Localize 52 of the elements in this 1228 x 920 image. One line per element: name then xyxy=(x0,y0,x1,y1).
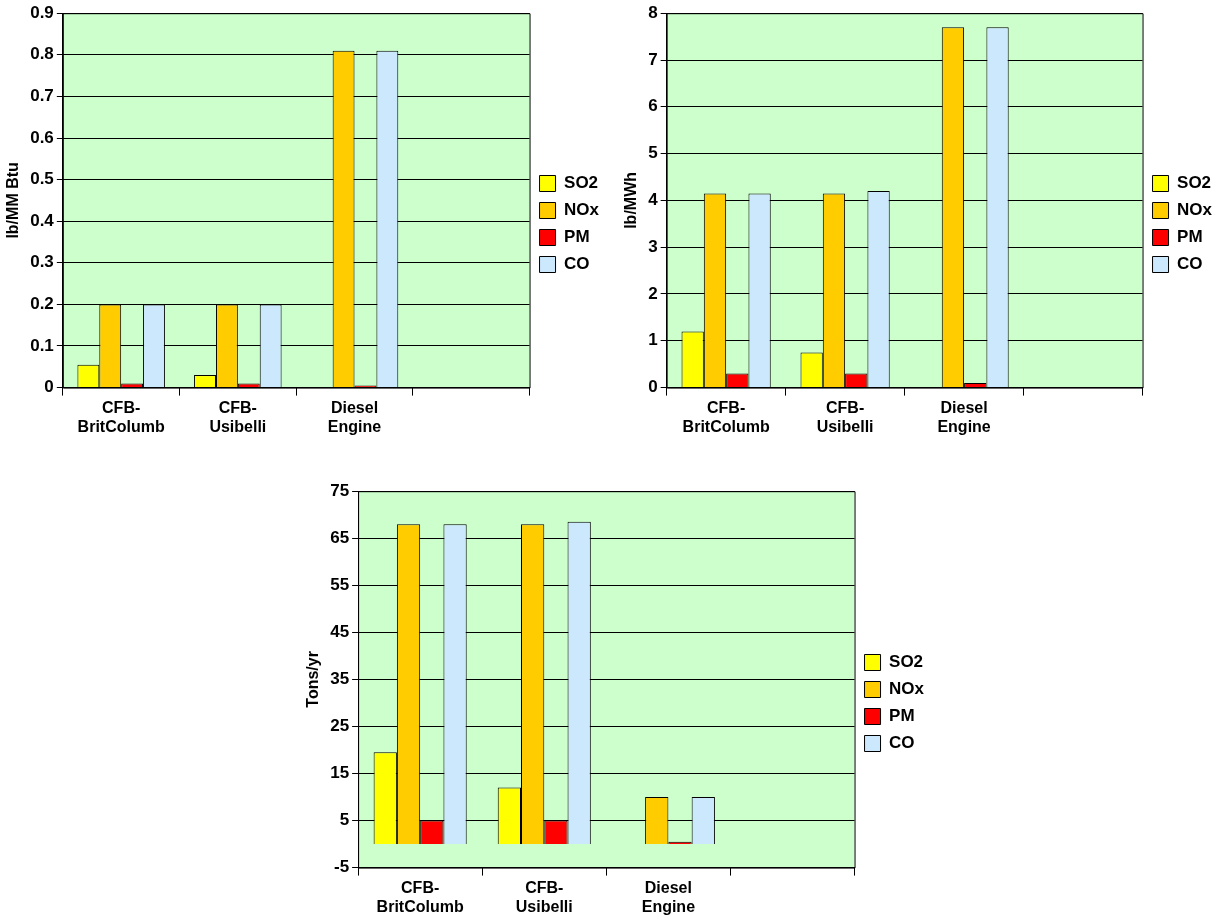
x-tick-label: CFB- BritColumb xyxy=(376,878,464,915)
x-tick-label: Diesel Engine xyxy=(937,398,991,435)
x-tick-label: CFB- BritColumb xyxy=(682,398,770,435)
y-tick-label: -5 xyxy=(333,857,350,877)
y-tick-label: 5 xyxy=(339,810,350,830)
y-tick-label: 0.6 xyxy=(30,127,54,147)
legend-label: NOx xyxy=(564,200,600,220)
x-tick-label: Diesel Engine xyxy=(641,878,696,915)
legend-label: CO xyxy=(564,254,590,274)
legend-label: SO2 xyxy=(564,173,599,193)
y-tick-label: 0.8 xyxy=(30,44,54,64)
y-tick-label: 0.5 xyxy=(30,169,54,189)
x-tick-label: CFB- Usibelli xyxy=(515,878,573,915)
y-tick-label: 3 xyxy=(648,236,658,256)
y-tick-label: 1 xyxy=(648,330,658,350)
legend-label: CO xyxy=(1177,254,1203,274)
y-axis-title: Tons/yr xyxy=(304,651,322,708)
legend-label: NOx xyxy=(889,679,925,699)
y-tick-label: 0.3 xyxy=(30,252,54,272)
x-tick-label: Diesel Engine xyxy=(327,398,382,435)
legend-label: PM xyxy=(564,227,590,247)
x-tick-label: CFB- Usibelli xyxy=(209,398,267,435)
y-axis-title: lb/MM Btu xyxy=(4,162,22,239)
y-tick-label: 6 xyxy=(648,96,658,116)
y-tick-label: 75 xyxy=(330,480,350,500)
y-tick-label: 5 xyxy=(648,143,658,163)
y-tick-label: 55 xyxy=(330,574,350,594)
y-tick-label: 4 xyxy=(648,190,659,210)
legend-label: SO2 xyxy=(889,652,924,672)
y-tick-label: 8 xyxy=(648,2,658,22)
y-tick-label: 0 xyxy=(648,377,658,397)
y-tick-label: 45 xyxy=(330,622,350,642)
y-tick-label: 0.9 xyxy=(30,2,54,22)
y-tick-label: 0.2 xyxy=(30,294,54,314)
y-tick-label: 7 xyxy=(648,49,658,69)
y-tick-label: 25 xyxy=(330,716,350,736)
y-tick-label: 15 xyxy=(330,763,350,783)
legend-label: NOx xyxy=(1177,200,1213,220)
legend-label: PM xyxy=(1177,227,1203,247)
y-axis-title: lb/MWh xyxy=(622,171,640,229)
y-tick-label: 0.1 xyxy=(30,335,54,355)
legend-label: SO2 xyxy=(1177,173,1212,193)
y-tick-label: 65 xyxy=(330,527,350,547)
y-tick-label: 0 xyxy=(44,377,54,397)
y-tick-label: 0.7 xyxy=(30,86,54,106)
x-tick-label: CFB- Usibelli xyxy=(816,398,874,435)
y-tick-label: 2 xyxy=(648,283,658,303)
x-tick-label: CFB- BritColumb xyxy=(77,398,165,435)
legend-label: CO xyxy=(889,733,915,753)
y-tick-label: 0.4 xyxy=(30,210,55,230)
y-tick-label: 35 xyxy=(330,669,350,689)
legend-label: PM xyxy=(889,706,915,726)
